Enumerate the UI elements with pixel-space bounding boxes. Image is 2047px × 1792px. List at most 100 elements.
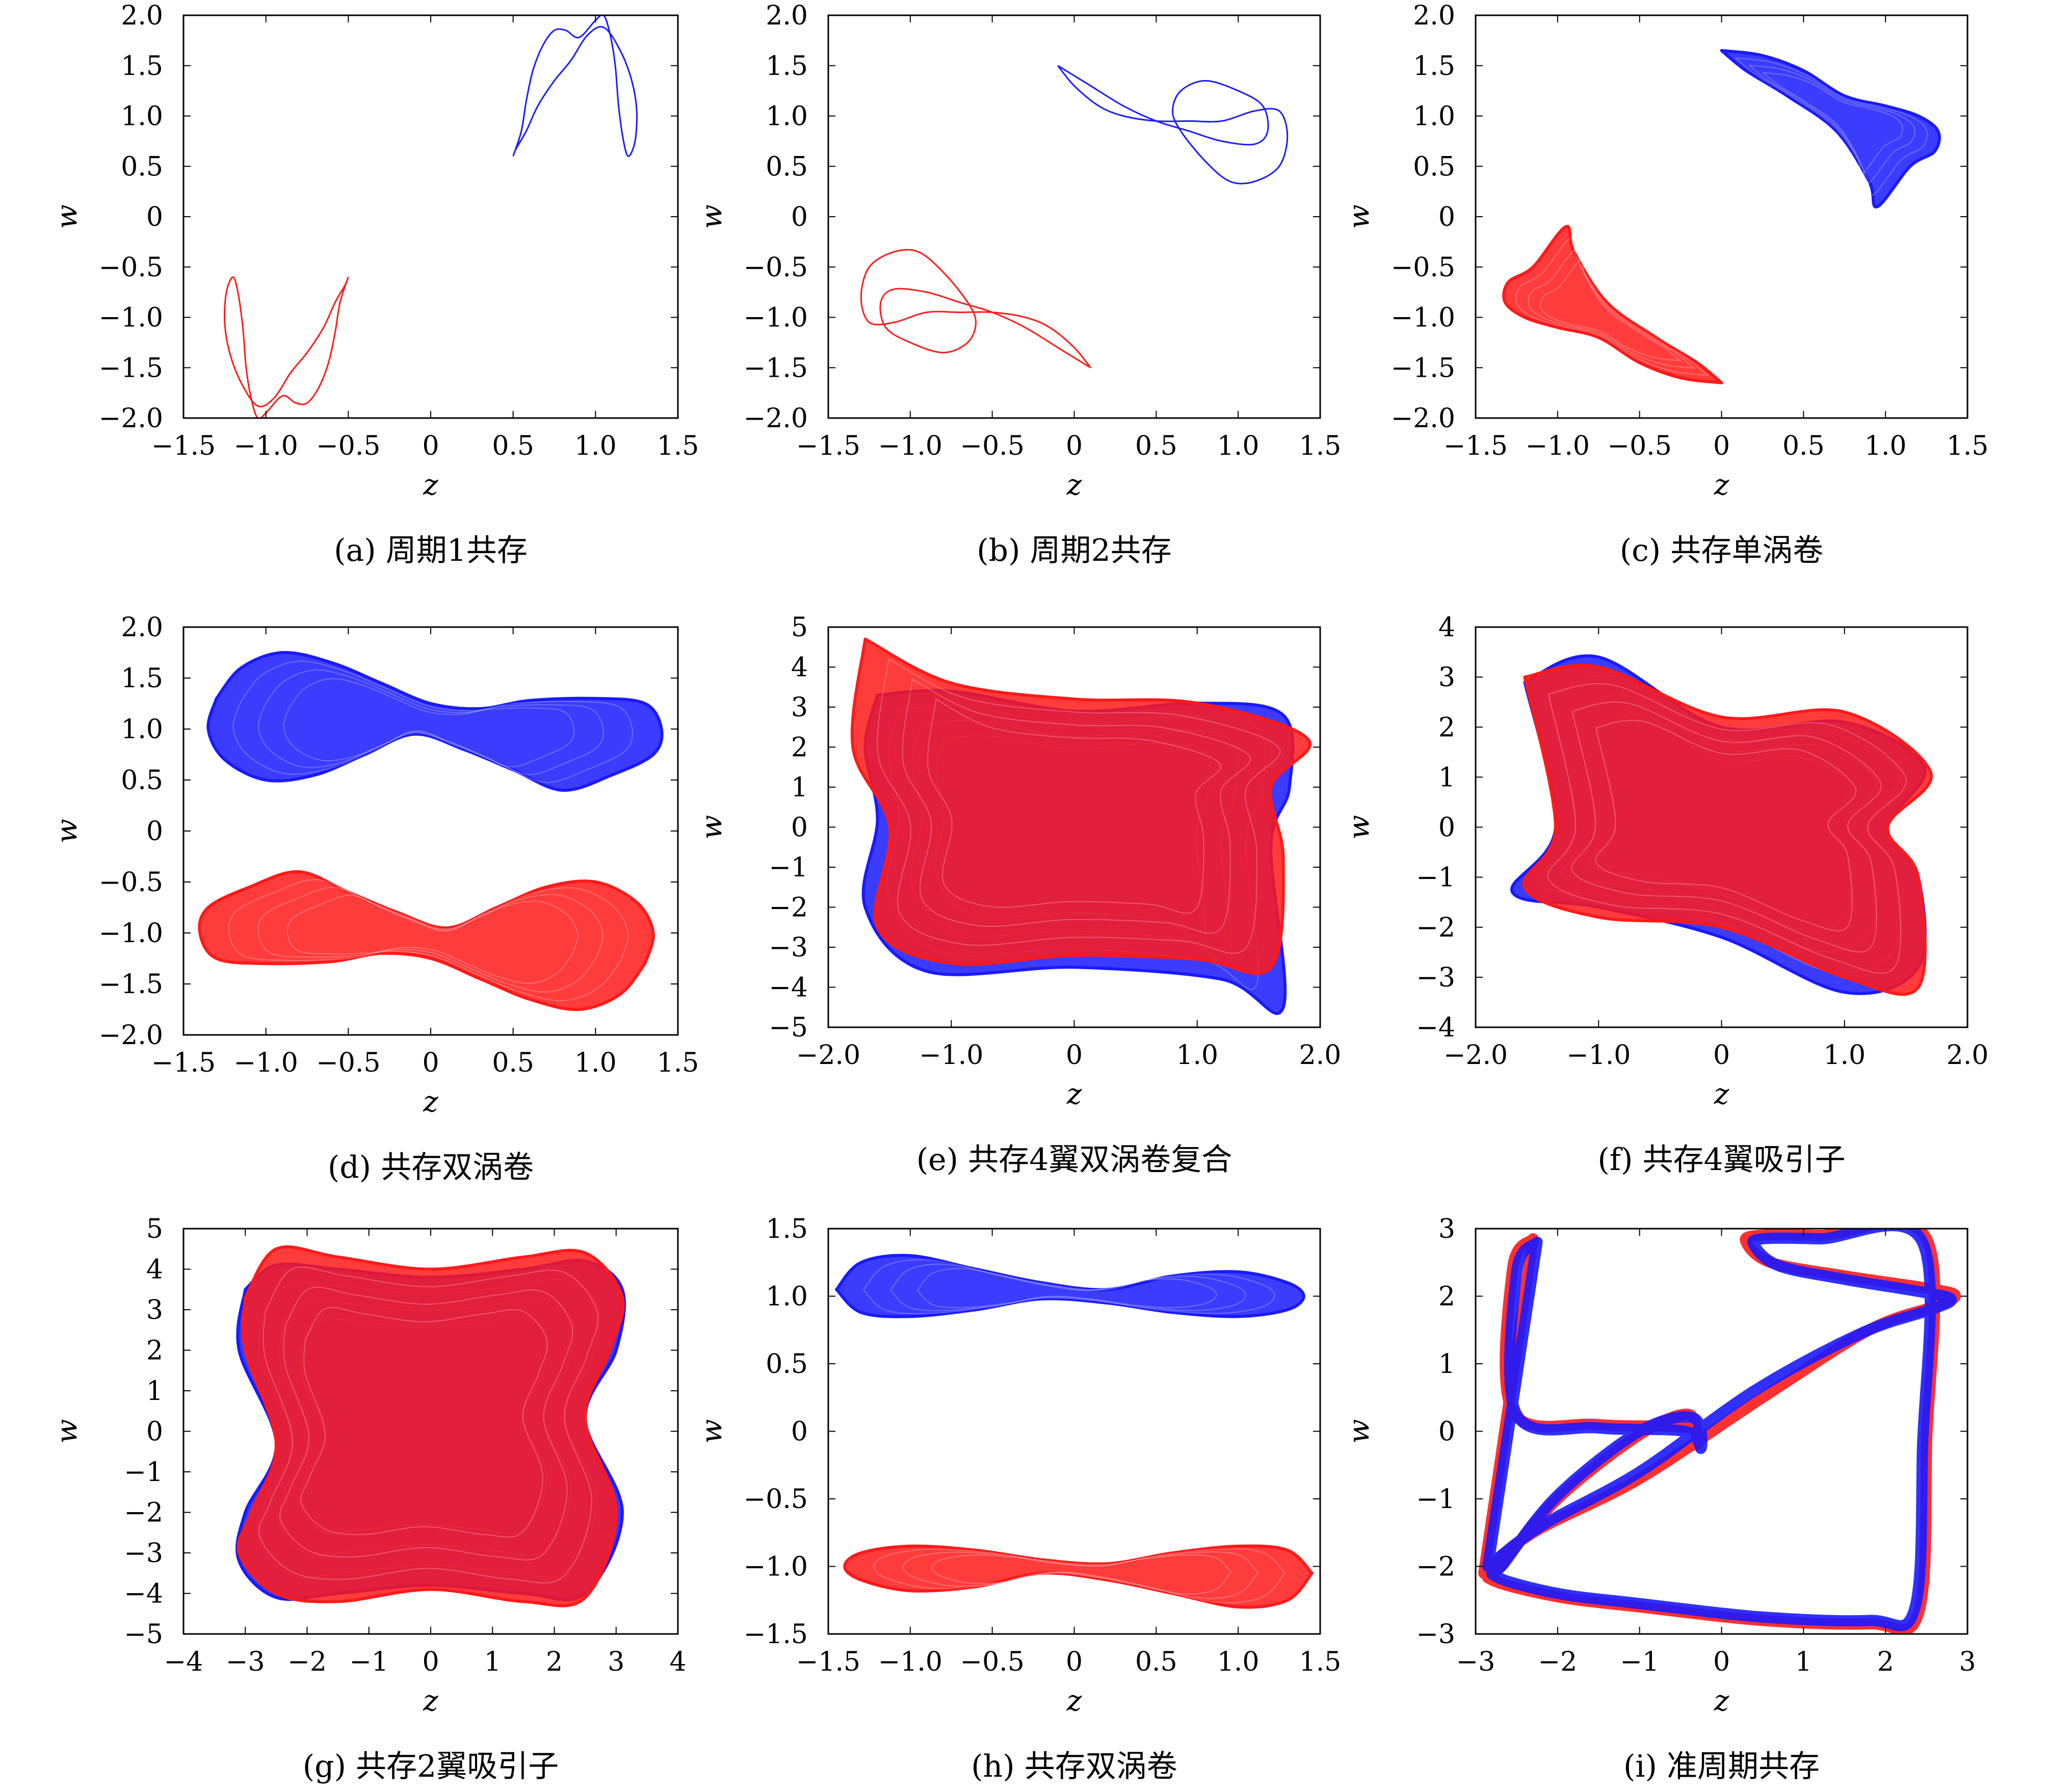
- series-blue-texture: [1747, 64, 1915, 185]
- panel-caption: (c) 共存单涡卷: [1620, 533, 1824, 568]
- y-tick-label: −1: [124, 1457, 163, 1488]
- y-tick-label: −2: [769, 893, 808, 923]
- series-red-orbit: [224, 276, 349, 418]
- series-red-attractor: [843, 1544, 1314, 1609]
- x-tick-label: 0.5: [1135, 431, 1177, 461]
- x-tick-label: −1.0: [878, 1647, 942, 1677]
- y-tick-label: 1.0: [121, 714, 163, 745]
- x-tick-label: −1.0: [878, 431, 942, 461]
- y-tick-label: −5: [124, 1619, 163, 1650]
- y-tick-label: 0.5: [1413, 151, 1455, 182]
- y-tick-label: 2.0: [121, 1, 163, 31]
- y-tick-label: −1: [1416, 863, 1455, 893]
- x-tick-label: 3: [1959, 1647, 1976, 1677]
- panel-a: −1.5 −1.0 −0.5 0 0.5 1.0 1.5−2.0−1.5−1.0−0.500…: [50, 1, 699, 568]
- x-tick-label: −1.0: [234, 431, 298, 461]
- y-tick-label: −1.0: [99, 303, 163, 333]
- y-tick-label: −4: [1416, 1012, 1455, 1043]
- x-tick-label: 1.0: [1176, 1040, 1218, 1071]
- y-tick-label: −1.5: [744, 1619, 808, 1650]
- y-tick-label: 0: [1438, 1417, 1455, 1447]
- y-tick-label: 0: [146, 202, 163, 232]
- y-tick-label: 5: [791, 612, 808, 643]
- panel-c: −1.5 −1.0 −0.5 0 0.5 1.0 1.5−2.0−1.5−1.0−0.500…: [1343, 1, 1988, 568]
- y-tick-label: −2.0: [744, 403, 808, 434]
- x-tick-label: −0.5: [316, 431, 380, 461]
- y-tick-label: −2.0: [99, 403, 163, 434]
- series-red-texture: [877, 658, 1281, 954]
- series-blue-texture: [862, 1259, 1275, 1314]
- y-tick-label: −3: [124, 1538, 163, 1569]
- series-red-texture: [1571, 701, 1882, 953]
- x-axis-label: z: [423, 1085, 438, 1119]
- series-blue-texture: [232, 660, 634, 783]
- panel-i: −3 −2 −1 0 1 2 3 −3 −2 −1 0 1 2 3 z w (i) 准周期共存: [1343, 1214, 1976, 1784]
- x-tick-label: 0: [1713, 431, 1730, 461]
- y-tick-label: 1: [791, 772, 808, 803]
- series-blue-texture: [1734, 57, 1928, 196]
- x-tick-label: 0: [422, 1647, 439, 1677]
- series-group: [224, 15, 638, 418]
- series-blue-texture: [1761, 72, 1903, 173]
- series-red-texture: [1540, 260, 1682, 361]
- y-tick-label: 2.0: [1413, 1, 1455, 31]
- y-tick-label: 0: [1438, 202, 1455, 232]
- x-tick-label: 1.5: [1299, 431, 1342, 461]
- x-tick-label: 0: [1066, 1647, 1083, 1677]
- y-tick-label: −1.0: [99, 918, 163, 949]
- y-tick-label: 1: [1438, 762, 1455, 793]
- y-tick-label: −1: [1416, 1484, 1455, 1515]
- series-red-attractor: [850, 637, 1311, 975]
- y-tick-label: −1.5: [99, 969, 163, 1000]
- y-tick-label: 0: [791, 813, 808, 843]
- series-group: [235, 1245, 626, 1607]
- y-tick-label: 1: [1438, 1349, 1455, 1380]
- y-tick-label: 3: [146, 1295, 163, 1326]
- series-red-texture: [1547, 683, 1907, 974]
- y-tick-label: 4: [791, 653, 808, 683]
- series-red-attractor: [1502, 225, 1723, 384]
- panel-caption: (d) 共存双涡卷: [328, 1150, 534, 1185]
- series-blue-attractor: [835, 1254, 1305, 1318]
- series-red-texture: [257, 887, 603, 993]
- series-blue-orbit: [1057, 65, 1289, 185]
- x-axis-label: z: [423, 469, 438, 502]
- y-tick-label: 4: [146, 1255, 163, 1285]
- y-tick-label: −2.0: [1391, 403, 1455, 434]
- x-tick-label: 0: [1066, 431, 1083, 461]
- x-tick-label: 0: [1066, 1040, 1083, 1071]
- series-red-texture: [873, 1548, 1286, 1603]
- y-tick-label: −2: [1416, 913, 1455, 943]
- x-tick-label: 0.5: [492, 1048, 534, 1078]
- y-tick-label: 1.0: [1413, 101, 1455, 132]
- y-tick-label: 1.0: [121, 101, 163, 132]
- x-axis-label: z: [1714, 1078, 1729, 1111]
- y-tick-label: −0.5: [99, 252, 163, 283]
- x-tick-label: 1.0: [574, 1048, 617, 1078]
- series-blue-orbit: [512, 15, 638, 157]
- series-red-texture: [1528, 249, 1696, 369]
- x-tick-label: 1.5: [1947, 431, 1989, 461]
- y-tick-label: −0.5: [744, 1484, 808, 1515]
- y-tick-label: 0.5: [121, 151, 163, 182]
- x-tick-label: 0.5: [1782, 431, 1825, 461]
- y-tick-label: 1.5: [1413, 51, 1455, 82]
- series-blue-texture: [258, 669, 604, 775]
- y-axis-label: w: [695, 815, 728, 840]
- y-tick-label: −1.0: [744, 303, 808, 333]
- x-tick-label: −2: [1538, 1647, 1578, 1677]
- y-tick-label: −0.5: [99, 867, 163, 898]
- y-tick-label: 4: [1438, 612, 1455, 643]
- y-tick-label: −3: [769, 932, 808, 963]
- x-tick-label: 1.0: [1217, 1647, 1259, 1677]
- x-tick-label: 1.0: [1217, 431, 1259, 461]
- x-tick-label: −3: [226, 1647, 265, 1677]
- panels: −1.5 −1.0 −0.5 0 0.5 1.0 1.5 −2.0 −1.5 −1.0 −0.5 0 0…: [50, 1, 1988, 1784]
- panel-caption: (g) 共存2翼吸引子: [303, 1749, 559, 1784]
- y-tick-label: 0: [146, 1417, 163, 1447]
- x-tick-label: −1.5: [796, 1647, 860, 1677]
- series-blue-texture: [916, 1268, 1217, 1309]
- x-tick-label: 1: [484, 1647, 501, 1677]
- x-tick-label: 1.5: [1299, 1647, 1342, 1677]
